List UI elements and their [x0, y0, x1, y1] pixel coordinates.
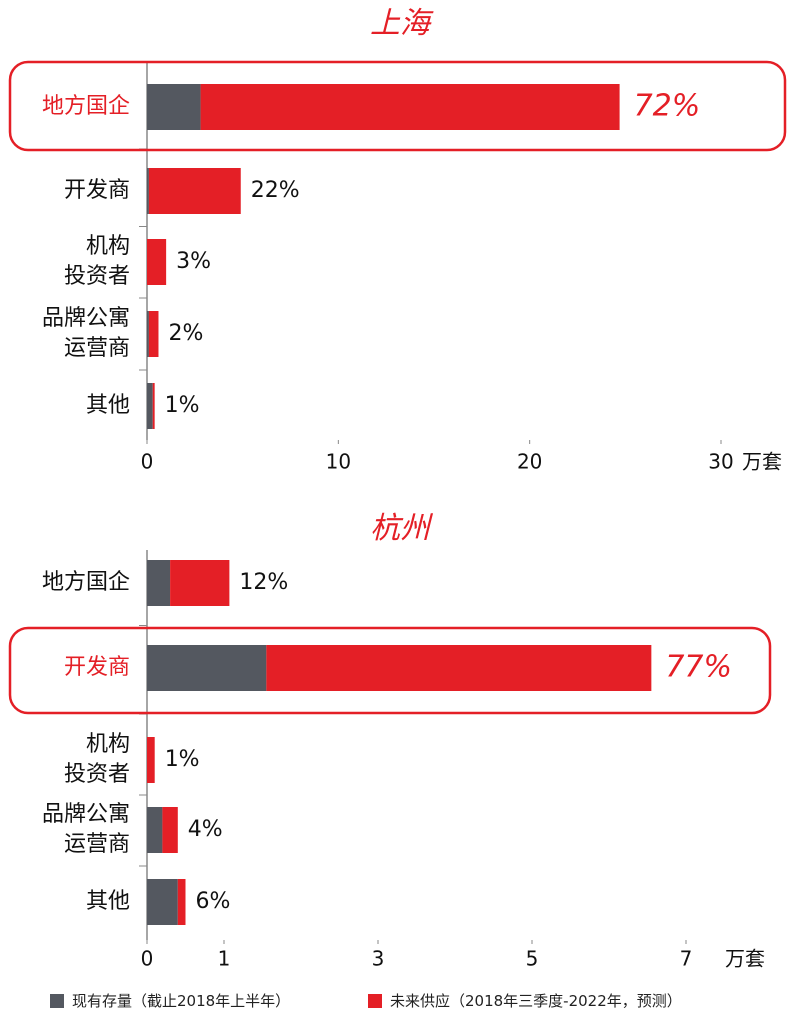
bar-segment	[147, 383, 153, 429]
bar-segment	[147, 807, 163, 853]
category-label: 品牌公寓 运营商	[41, 306, 130, 361]
share-label: 4%	[188, 817, 223, 842]
bar-segment	[148, 168, 241, 214]
category-label: 其他	[85, 889, 130, 914]
bar-segment	[147, 879, 178, 925]
x-tick-label: 5	[526, 947, 539, 971]
bar-segment	[177, 879, 186, 925]
share-label: 12%	[239, 570, 288, 595]
x-tick-label: 1	[218, 947, 231, 971]
category-label: 机构 投资者	[63, 732, 130, 787]
x-axis-unit: 万套	[725, 947, 765, 971]
share-label: 6%	[196, 889, 231, 914]
x-tick-label: 20	[517, 450, 542, 474]
bar-segment	[200, 84, 620, 130]
category-label: 地方国企	[41, 570, 130, 595]
highlight-frame	[8, 626, 772, 715]
x-axis-unit: 万套	[742, 450, 782, 474]
bar-segment	[152, 383, 155, 429]
share-label: 2%	[168, 321, 203, 346]
bar-segment	[147, 239, 167, 285]
highlight-label: 72%	[634, 89, 701, 124]
bar-segment	[148, 311, 159, 357]
share-label: 1%	[165, 393, 200, 418]
highlight-frame	[8, 60, 787, 152]
legend-item: 现有存量（截止2018年上半年）	[50, 990, 290, 1011]
bar-segment	[147, 84, 201, 130]
share-label: 22%	[251, 178, 300, 203]
x-tick-label: 0	[141, 450, 154, 474]
legend-swatch	[368, 993, 382, 1008]
category-label: 开发商	[63, 655, 130, 680]
chart-title: 上海	[370, 6, 434, 41]
bar-segment	[162, 807, 178, 853]
x-tick-label: 7	[680, 947, 693, 971]
legend-item: 未来供应（2018年三季度-2022年，预测）	[368, 990, 682, 1011]
legend-text: 现有存量（截止2018年上半年）	[72, 992, 291, 1010]
x-tick-label: 10	[326, 450, 351, 474]
highlight-label: 77%	[665, 650, 732, 685]
bar-segment	[147, 645, 267, 691]
bar-segment	[147, 168, 149, 214]
x-tick-label: 30	[708, 450, 733, 474]
category-label: 开发商	[63, 178, 130, 203]
share-label: 1%	[165, 747, 200, 772]
legend-text: 未来供应（2018年三季度-2022年，预测）	[390, 992, 682, 1010]
bar-segment	[266, 645, 652, 691]
chart-title: 杭州	[370, 511, 434, 546]
category-label: 其他	[85, 393, 130, 418]
x-tick-label: 3	[372, 947, 385, 971]
legend-swatch	[50, 993, 64, 1008]
category-label: 品牌公寓 运营商	[41, 802, 130, 857]
category-label: 地方国企	[41, 94, 130, 119]
bar-segment	[147, 311, 149, 357]
bar-segment	[147, 560, 171, 606]
bar-segment	[147, 737, 155, 783]
category-label: 机构 投资者	[63, 234, 130, 289]
share-label: 3%	[176, 249, 211, 274]
x-tick-label: 0	[141, 947, 154, 971]
bar-segment	[170, 560, 230, 606]
